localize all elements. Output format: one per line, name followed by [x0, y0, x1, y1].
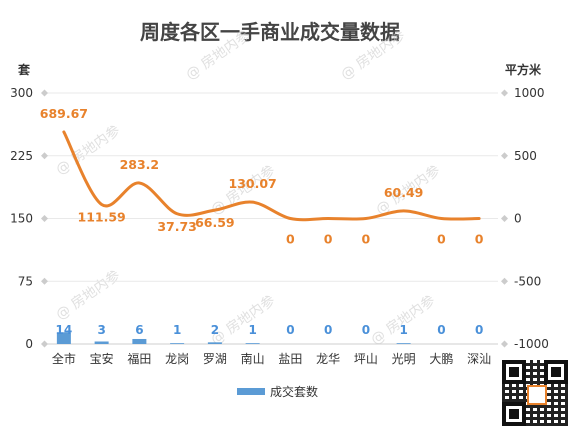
right-axis-unit: 平方米 [505, 62, 542, 77]
qr-finder-icon [502, 402, 526, 426]
tick-marker-icon [41, 215, 48, 222]
bar-data-label: 1 [248, 323, 256, 337]
line-data-label: 0 [362, 232, 371, 247]
x-axis-ticks: 全市 宝安 福田 龙岗 罗湖 南山 盐田 龙华 坪山 光明 大鹏 深汕 [52, 351, 491, 366]
x-tick-label: 龙岗 [165, 352, 189, 366]
x-tick-label: 南山 [241, 351, 265, 366]
tick-marker-icon [41, 89, 48, 97]
x-tick-label: 深汕 [467, 352, 491, 366]
left-tick-label: 75 [18, 274, 33, 288]
bar [396, 343, 411, 344]
bar-data-label: 0 [475, 323, 483, 337]
line-data-label: 0 [286, 232, 295, 247]
x-tick-label: 宝安 [90, 351, 114, 366]
line-data-label: 0 [475, 232, 484, 247]
right-tick-label: 500 [514, 149, 537, 163]
tick-marker-icon [501, 215, 508, 222]
bar [170, 343, 185, 344]
tick-marker-icon [501, 277, 508, 285]
left-tick-label: 300 [10, 86, 33, 100]
legend-swatch [237, 388, 265, 395]
bar-data-label: 1 [399, 323, 407, 337]
bar-data-label: 6 [135, 323, 143, 337]
legend-label: 成交套数 [270, 384, 318, 399]
x-tick-label: 大鹏 [429, 352, 453, 366]
line-series [62, 130, 481, 222]
bar [94, 341, 109, 344]
line-data-label: 0 [324, 232, 333, 247]
x-tick-label: 龙华 [316, 352, 340, 366]
bar-labels: 14 3 6 1 2 1 0 0 0 1 0 0 [56, 323, 484, 337]
bar-data-label: 3 [97, 323, 105, 337]
line-data-label: 66.59 [195, 215, 235, 230]
tick-marker-icon [501, 340, 508, 348]
gridlines [45, 92, 498, 345]
line-path [62, 130, 481, 222]
watermark-text: @ 房地内参 [53, 267, 124, 324]
legend[interactable]: 成交套数 [237, 384, 318, 399]
bar [56, 332, 71, 344]
right-axis-ticks: -1000 -500 0 500 1000 [501, 86, 549, 351]
bar-series [56, 332, 411, 344]
bar-data-label: 14 [56, 323, 73, 337]
right-tick-label: 0 [514, 212, 522, 226]
left-tick-label: 0 [25, 337, 33, 351]
left-tick-label: 150 [10, 212, 33, 226]
line-data-label: 60.49 [384, 185, 424, 200]
bar-data-label: 0 [437, 323, 445, 337]
right-tick-label: -1000 [514, 337, 549, 351]
line-data-label: 0 [437, 232, 446, 247]
qr-finder-icon [502, 360, 526, 384]
bar-data-label: 0 [286, 323, 294, 337]
tick-marker-icon [41, 152, 48, 160]
watermark-text: @ 房地内参 [53, 122, 124, 179]
qr-logo-icon [527, 385, 547, 405]
x-tick-label: 全市 [52, 351, 76, 366]
left-axis-ticks: 0 75 150 225 300 [10, 86, 48, 351]
line-data-label: 689.67 [40, 106, 88, 121]
bar-data-label: 0 [362, 323, 370, 337]
line-data-label: 283.2 [120, 157, 160, 172]
bar-data-label: 0 [324, 323, 332, 337]
x-tick-label: 坪山 [354, 352, 378, 366]
x-tick-label: 福田 [127, 351, 151, 366]
tick-marker-icon [41, 277, 48, 285]
x-tick-label: 光明 [392, 352, 416, 366]
right-tick-label: -500 [514, 274, 541, 288]
bar [245, 343, 260, 344]
line-data-label: 130.07 [229, 176, 277, 191]
bar-data-label: 2 [211, 323, 219, 337]
right-tick-label: 1000 [514, 86, 545, 100]
x-tick-label: 罗湖 [203, 351, 227, 366]
watermark-text: @ 房地内参 [208, 292, 279, 349]
bar-data-label: 1 [173, 323, 181, 337]
watermark-text: @ 房地内参 [368, 292, 439, 349]
bar [207, 342, 222, 344]
qr-finder-icon [544, 360, 568, 384]
chart-title: 周度各区一手商业成交量数据 [140, 20, 400, 44]
tick-marker-icon [41, 340, 48, 348]
tick-marker-icon [501, 89, 508, 97]
bar [132, 338, 147, 344]
tick-marker-icon [501, 152, 508, 160]
x-tick-label: 盐田 [278, 352, 302, 366]
left-axis-unit: 套 [17, 62, 31, 77]
line-data-label: 111.59 [78, 209, 126, 224]
line-data-label: 37.73 [157, 219, 197, 234]
left-tick-label: 225 [10, 149, 33, 163]
qr-code-icon [500, 358, 570, 428]
